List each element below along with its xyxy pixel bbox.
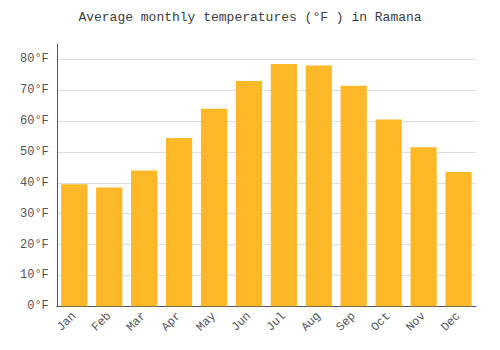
svg-text:10°F: 10°F xyxy=(20,268,49,282)
svg-text:Aug: Aug xyxy=(299,309,324,334)
svg-text:60°F: 60°F xyxy=(20,114,49,128)
svg-text:Oct: Oct xyxy=(368,309,393,334)
svg-text:Jan: Jan xyxy=(54,309,79,334)
svg-text:Feb: Feb xyxy=(89,309,114,334)
svg-text:50°F: 50°F xyxy=(20,145,49,159)
svg-text:0°F: 0°F xyxy=(27,299,49,313)
svg-text:Nov: Nov xyxy=(403,309,428,334)
svg-text:Apr: Apr xyxy=(159,309,184,334)
svg-text:20°F: 20°F xyxy=(20,238,49,252)
svg-text:Mar: Mar xyxy=(124,309,149,334)
svg-text:Sep: Sep xyxy=(334,309,359,334)
svg-text:80°F: 80°F xyxy=(20,52,49,66)
svg-text:Dec: Dec xyxy=(438,309,463,334)
svg-text:30°F: 30°F xyxy=(20,207,49,221)
svg-text:Average monthly temperatures (: Average monthly temperatures (°F ) in Ra… xyxy=(78,10,421,25)
svg-text:Jun: Jun xyxy=(229,309,254,334)
svg-text:70°F: 70°F xyxy=(20,83,49,97)
svg-text:Jul: Jul xyxy=(264,309,289,334)
svg-text:40°F: 40°F xyxy=(20,176,49,190)
svg-text:May: May xyxy=(194,309,219,334)
